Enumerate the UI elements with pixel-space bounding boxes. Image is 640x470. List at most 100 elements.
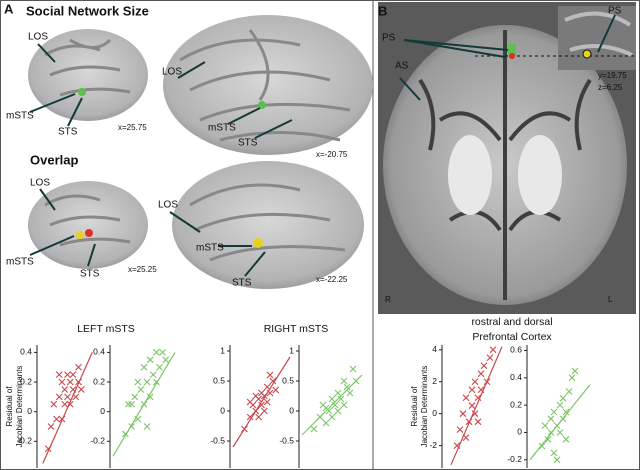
y-tick-label: 0	[517, 427, 522, 437]
coord-label: x=-20.75	[316, 150, 348, 159]
point	[260, 407, 268, 415]
point	[316, 413, 324, 421]
panel-label: A	[4, 1, 14, 16]
plot-title: Prefrontal Cortex	[472, 331, 552, 343]
point	[269, 377, 277, 385]
y-tick-label: 0.6	[510, 345, 522, 355]
point	[310, 425, 318, 433]
y-tick-label: 0.2	[20, 376, 32, 386]
point	[550, 449, 558, 457]
point	[140, 400, 148, 408]
point	[64, 371, 71, 379]
point	[64, 393, 71, 401]
point	[53, 415, 60, 423]
point	[162, 356, 170, 364]
point	[47, 423, 55, 430]
point	[153, 349, 160, 356]
point	[134, 378, 142, 386]
row-title: Social Network Size	[26, 3, 149, 18]
point	[137, 386, 145, 393]
point	[547, 429, 555, 436]
point	[550, 408, 558, 416]
point	[328, 413, 336, 421]
point	[568, 374, 576, 382]
region-label: STS	[80, 269, 100, 280]
point	[61, 400, 69, 408]
point	[343, 383, 351, 391]
y-axis-label: Residual of	[5, 386, 14, 427]
point	[128, 400, 135, 408]
point	[159, 349, 166, 356]
point	[477, 370, 485, 378]
region-label: STS	[238, 138, 258, 149]
point	[69, 371, 77, 379]
y-tick-label: -2	[429, 440, 437, 450]
point	[58, 415, 66, 423]
point	[50, 400, 58, 408]
y-tick-label: 0	[220, 405, 225, 415]
y-tick-label: -0.2	[17, 436, 32, 446]
region-label: AS	[395, 61, 409, 72]
point	[486, 354, 494, 362]
brain-images-b	[378, 2, 636, 314]
point	[468, 386, 476, 394]
point	[462, 434, 470, 442]
point	[143, 378, 151, 386]
point	[122, 430, 129, 438]
point	[465, 418, 473, 426]
point	[340, 401, 348, 409]
point	[146, 393, 154, 401]
row-title: Overlap	[30, 152, 78, 167]
point	[252, 392, 260, 400]
side-label: L	[608, 295, 613, 304]
point	[559, 415, 567, 423]
coord-label: x=25.25	[128, 265, 157, 274]
point	[263, 398, 271, 406]
point	[44, 445, 52, 453]
point	[559, 394, 567, 402]
point	[246, 398, 254, 406]
y-tick-label: 0	[432, 408, 437, 418]
point	[143, 423, 151, 430]
y-tick-label: -0.5	[279, 435, 294, 445]
point	[77, 386, 85, 393]
coord-label: z=6.25	[598, 83, 623, 92]
point	[352, 377, 360, 385]
y-tick-label: 4	[432, 344, 437, 354]
y-tick-label: 0.4	[20, 347, 32, 357]
point	[241, 425, 248, 433]
point	[328, 395, 336, 403]
region-label: LOS	[30, 178, 50, 189]
point	[544, 435, 552, 443]
point	[337, 395, 345, 403]
y-axis-label: Jacobian Determinants	[420, 366, 429, 448]
point	[128, 423, 135, 430]
point	[462, 394, 470, 402]
point	[55, 371, 63, 379]
y-tick-label: -0.5	[210, 435, 225, 445]
point	[153, 378, 160, 386]
point	[69, 386, 77, 393]
point	[134, 415, 142, 423]
y-tick-label: 0.5	[282, 375, 294, 385]
coord-label: x=25.75	[118, 123, 147, 132]
point	[474, 394, 482, 402]
point	[156, 363, 163, 371]
trend-line	[529, 384, 591, 461]
coord-label: y=19.75	[598, 71, 627, 80]
point	[66, 378, 74, 386]
region-label: mSTS	[6, 111, 34, 122]
point	[471, 378, 479, 386]
point	[459, 410, 467, 418]
point	[477, 386, 485, 394]
plot-title: rostral and dorsal	[471, 316, 552, 328]
point	[75, 378, 82, 386]
y-axis-label: Residual of	[410, 386, 419, 427]
point	[480, 362, 488, 370]
point	[272, 386, 280, 394]
panel-label: B	[378, 3, 387, 18]
y-tick-label: -0.2	[507, 454, 522, 464]
y-tick-label: 0	[100, 406, 105, 416]
y-tick-label: 0.4	[93, 347, 105, 357]
point	[565, 388, 573, 395]
